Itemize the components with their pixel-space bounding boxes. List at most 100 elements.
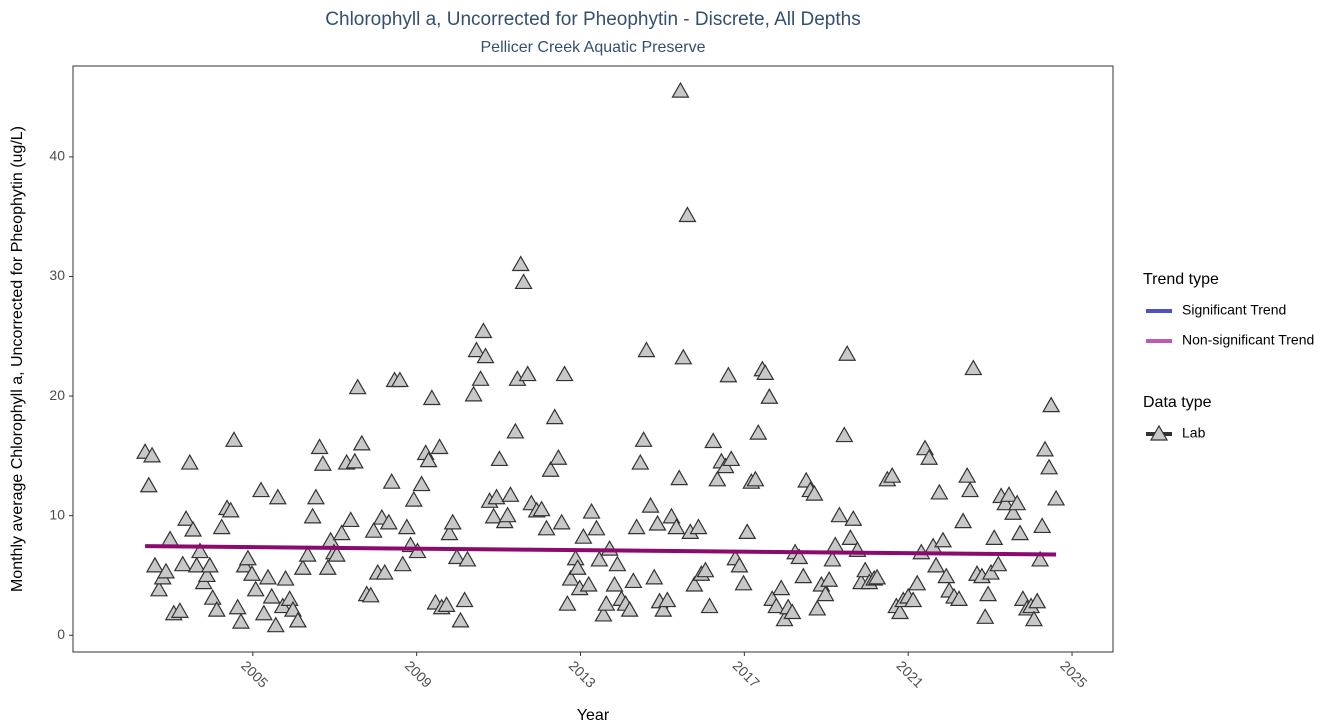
point: [574, 527, 593, 544]
point: [207, 600, 226, 617]
point: [313, 455, 332, 471]
point: [318, 559, 337, 575]
x-tick-label: 2013: [566, 657, 599, 690]
x-tick-label: 2005: [238, 657, 271, 690]
point: [808, 599, 827, 616]
point: [964, 359, 983, 376]
point: [231, 612, 250, 629]
point: [332, 524, 351, 541]
point: [251, 481, 271, 498]
point: [437, 596, 456, 612]
point: [579, 575, 598, 592]
point: [826, 536, 845, 553]
point: [375, 563, 394, 580]
point: [767, 597, 786, 614]
point: [738, 523, 757, 540]
point: [161, 530, 180, 547]
point: [760, 388, 779, 404]
point: [746, 470, 765, 487]
point: [145, 556, 164, 573]
y-tick-label: 10: [49, 506, 65, 522]
point: [631, 453, 650, 470]
point: [224, 431, 244, 447]
point: [276, 569, 295, 586]
point: [156, 562, 176, 579]
point: [999, 486, 1018, 502]
point: [471, 370, 490, 386]
point: [674, 348, 693, 365]
point: [361, 586, 380, 603]
point: [634, 431, 653, 447]
point: [149, 580, 169, 597]
point: [856, 561, 875, 578]
point: [341, 511, 360, 528]
point: [904, 591, 923, 608]
point: [293, 559, 312, 575]
point: [467, 341, 486, 358]
point: [203, 588, 222, 605]
point: [927, 556, 946, 573]
legend-title: Trend type: [1143, 271, 1219, 288]
point: [1031, 550, 1050, 567]
point: [600, 539, 619, 556]
point: [258, 568, 278, 585]
point: [303, 507, 322, 524]
point: [443, 513, 462, 530]
point: [379, 513, 398, 530]
point: [541, 461, 560, 477]
legend-marker: [1149, 424, 1169, 441]
point: [212, 518, 231, 535]
point: [352, 434, 371, 451]
point: [1040, 458, 1059, 475]
point: [170, 602, 189, 618]
point: [662, 507, 681, 524]
point: [989, 555, 1008, 572]
point: [382, 472, 401, 489]
point: [447, 548, 466, 565]
point: [262, 587, 281, 604]
point: [537, 519, 556, 536]
point: [816, 585, 835, 602]
point: [1008, 494, 1027, 511]
point: [280, 590, 299, 606]
point: [756, 364, 775, 380]
x-tick-label: 2021: [893, 657, 926, 690]
point: [868, 568, 887, 585]
point: [976, 608, 995, 624]
point: [511, 255, 530, 272]
point: [890, 603, 910, 620]
x-tick-label: 2017: [730, 657, 763, 690]
point: [180, 453, 199, 470]
point: [555, 365, 574, 382]
point: [390, 371, 409, 388]
point: [404, 490, 423, 507]
point: [514, 273, 533, 290]
point: [708, 470, 727, 487]
point: [908, 574, 927, 591]
point: [648, 514, 667, 531]
chart-title: Chlorophyll a, Uncorrected for Pheophyti…: [325, 9, 860, 30]
point: [197, 566, 216, 583]
point: [835, 426, 854, 443]
point: [1047, 489, 1066, 506]
point: [794, 567, 813, 584]
point: [246, 580, 265, 597]
point: [1033, 517, 1052, 534]
point: [283, 600, 302, 617]
point: [996, 494, 1015, 511]
point: [348, 378, 367, 395]
point: [590, 550, 609, 567]
point: [187, 556, 206, 573]
point: [506, 422, 525, 439]
point: [345, 452, 364, 469]
point: [985, 529, 1004, 545]
point: [954, 512, 973, 529]
point: [568, 559, 587, 575]
legend-label: Non-significant Trend: [1182, 332, 1314, 348]
point: [830, 506, 849, 523]
point: [930, 483, 949, 500]
point: [671, 81, 690, 98]
point: [177, 510, 196, 526]
point: [1035, 440, 1055, 457]
point: [783, 603, 802, 620]
